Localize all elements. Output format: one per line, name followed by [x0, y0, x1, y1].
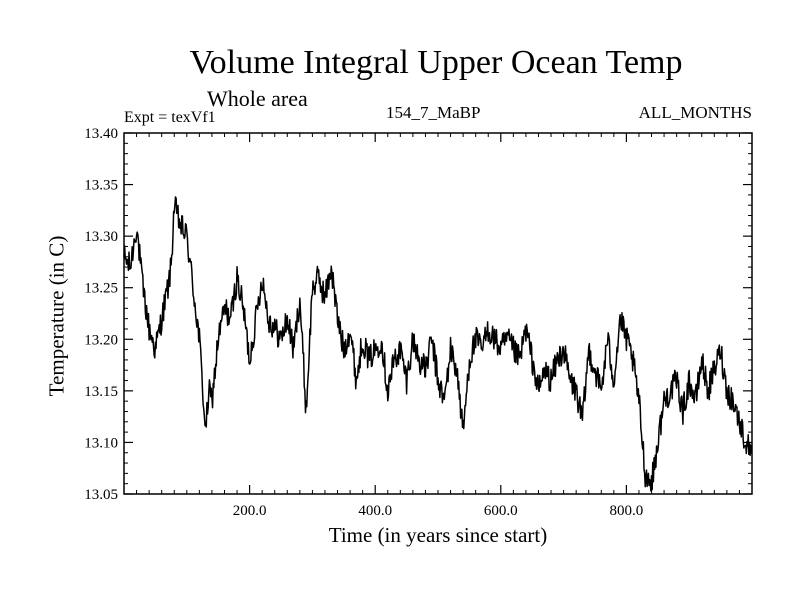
chart-subtitle: Whole area	[207, 86, 308, 111]
y-tick-label: 13.35	[84, 178, 118, 194]
y-tick-label: 13.25	[84, 281, 118, 297]
x-tick-label: 600.0	[484, 503, 518, 519]
y-tick-label: 13.40	[84, 126, 118, 142]
x-tick-label: 400.0	[358, 503, 392, 519]
y-tick-label: 13.15	[84, 384, 118, 400]
y-tick-label: 13.05	[84, 487, 118, 503]
chart-title: Volume Integral Upper Ocean Temp	[189, 44, 683, 81]
period-label: 154_7_MaBP	[386, 103, 481, 122]
plot-frame	[123, 132, 753, 495]
months-label: ALL_MONTHS	[638, 103, 752, 122]
experiment-label: Expt = texVf1	[124, 109, 216, 126]
x-axis-ticks: 200.0 400.0 600.0 800.0	[136, 133, 740, 519]
y-tick-label: 13.20	[84, 332, 118, 348]
x-axis-label: Time (in years since start)	[328, 523, 548, 547]
y-tick-label: 13.30	[84, 229, 118, 245]
y-tick-label: 13.10	[84, 435, 118, 451]
x-tick-label: 800.0	[610, 503, 644, 519]
x-tick-label: 200.0	[233, 503, 267, 519]
y-axis-ticks: 13.05 13.10 13.15 13.20 13.25 13.30 13.35 13.40	[84, 126, 752, 503]
series-line-texVf1	[123, 196, 753, 492]
